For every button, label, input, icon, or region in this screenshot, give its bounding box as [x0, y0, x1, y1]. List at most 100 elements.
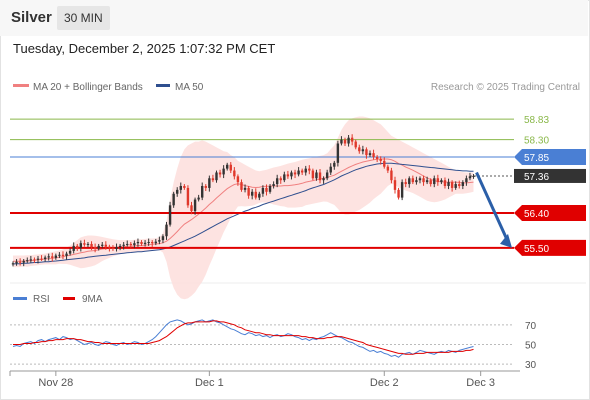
- candle-body: [300, 170, 304, 173]
- candle-body: [458, 184, 461, 186]
- candle-body: [411, 178, 415, 183]
- rsi-tick-label: 50: [525, 341, 537, 352]
- candle-body: [383, 160, 386, 167]
- candle-body: [193, 199, 197, 212]
- candle-body: [158, 240, 161, 242]
- candle-body: [283, 174, 286, 181]
- candle-body: [236, 176, 240, 183]
- candle-body: [443, 180, 447, 186]
- forecast-arrow-head: [500, 233, 512, 248]
- candle-body: [33, 259, 36, 261]
- candle-body: [147, 242, 150, 244]
- candle-body: [40, 258, 43, 260]
- candle-body: [415, 180, 418, 183]
- candle-body: [261, 187, 265, 194]
- candle-body: [43, 257, 47, 260]
- candle-body: [240, 182, 243, 190]
- candle-body: [122, 244, 125, 246]
- candle-body: [268, 186, 272, 192]
- candle-body: [286, 174, 290, 177]
- candle-body: [222, 168, 225, 175]
- candle-body: [29, 259, 33, 261]
- rsi-ma-legend-swatch: [63, 297, 75, 300]
- candle-body: [429, 180, 432, 185]
- candle-body: [86, 243, 90, 245]
- candle-body: [215, 172, 218, 181]
- candle-body: [325, 172, 329, 179]
- candle-body: [172, 193, 175, 206]
- resistance-level-label: 58.30: [524, 136, 549, 147]
- candle-body: [358, 147, 361, 152]
- timeframe-button[interactable]: 30 MIN: [57, 6, 110, 30]
- candle-body: [143, 242, 147, 244]
- candle-body: [118, 245, 122, 248]
- candle-body: [68, 250, 72, 254]
- candle-body: [11, 263, 15, 265]
- symbol-title: Silver: [11, 9, 52, 26]
- candle-body: [126, 243, 129, 245]
- candle-body: [140, 242, 143, 244]
- candle-body: [247, 187, 250, 196]
- rsi-ma-legend-label: 9MA: [82, 294, 103, 305]
- x-axis-layer: Nov 28 Dec 1 Dec 2 Dec 3: [9, 371, 495, 389]
- support-level-label: 56.40: [524, 209, 549, 220]
- candle-body: [461, 182, 465, 186]
- candle-body: [422, 178, 425, 183]
- candle-body: [336, 143, 340, 163]
- candle-body: [258, 193, 261, 198]
- candle-body: [425, 180, 429, 183]
- price-level-layer: 58.83 58.30 57.85 57.36 56.40 55.50: [10, 115, 586, 256]
- candle-body: [350, 137, 354, 142]
- candle-body: [108, 246, 111, 248]
- candle-body: [133, 243, 136, 246]
- candle-body: [22, 260, 25, 263]
- candle-body: [176, 189, 179, 194]
- candle-body: [154, 241, 157, 244]
- candle-body: [190, 205, 193, 212]
- candlestick-layer: [11, 134, 475, 267]
- candle-body: [279, 178, 282, 181]
- candle-body: [322, 178, 325, 181]
- candle-body: [386, 166, 390, 171]
- candle-body: [129, 243, 133, 246]
- candle-body: [226, 164, 229, 169]
- rsi-tick-label: 30: [525, 360, 537, 371]
- candle-body: [101, 244, 104, 246]
- ma20-line: [13, 158, 474, 262]
- candle-body: [90, 243, 93, 248]
- main-legend: MA 20 + Bollinger Bands MA 50 Research ©…: [13, 82, 580, 93]
- rsi-ma-line: [13, 320, 474, 355]
- candle-body: [165, 224, 168, 237]
- support-level-tag: [514, 205, 586, 222]
- candle-body: [218, 172, 222, 175]
- resistance-level-label: 58.83: [524, 115, 549, 126]
- x-tick-label: Dec 1: [195, 377, 224, 389]
- x-tick-label: Dec 2: [370, 377, 399, 389]
- x-tick-label: Nov 28: [38, 377, 73, 389]
- pivot-level-tag: [514, 149, 586, 166]
- candle-body: [54, 255, 58, 258]
- candle-body: [183, 186, 186, 188]
- candle-body: [61, 254, 65, 256]
- candle-body: [347, 137, 350, 144]
- current-price-tag: [514, 168, 586, 183]
- candle-body: [375, 157, 379, 159]
- candle-body: [197, 197, 200, 200]
- candle-body: [104, 244, 108, 247]
- candle-body: [36, 258, 40, 260]
- candle-body: [368, 153, 372, 156]
- candle-body: [250, 191, 254, 196]
- support-level-label: 55.50: [524, 244, 549, 255]
- candle-body: [440, 180, 443, 183]
- candle-body: [47, 256, 50, 258]
- current-price-label: 57.36: [524, 172, 549, 183]
- candle-body: [83, 243, 86, 245]
- candle-body: [72, 245, 75, 251]
- candle-body: [79, 243, 83, 248]
- ma20-legend-swatch: [13, 84, 29, 87]
- support-level-tag: [514, 239, 586, 256]
- candle-body: [372, 153, 375, 158]
- ma50-legend-swatch: [156, 84, 170, 87]
- candle-body: [308, 168, 311, 171]
